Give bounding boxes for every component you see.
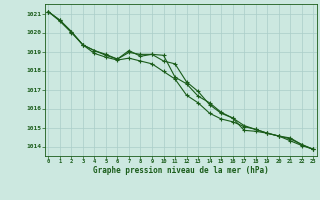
X-axis label: Graphe pression niveau de la mer (hPa): Graphe pression niveau de la mer (hPa) [93, 166, 269, 175]
